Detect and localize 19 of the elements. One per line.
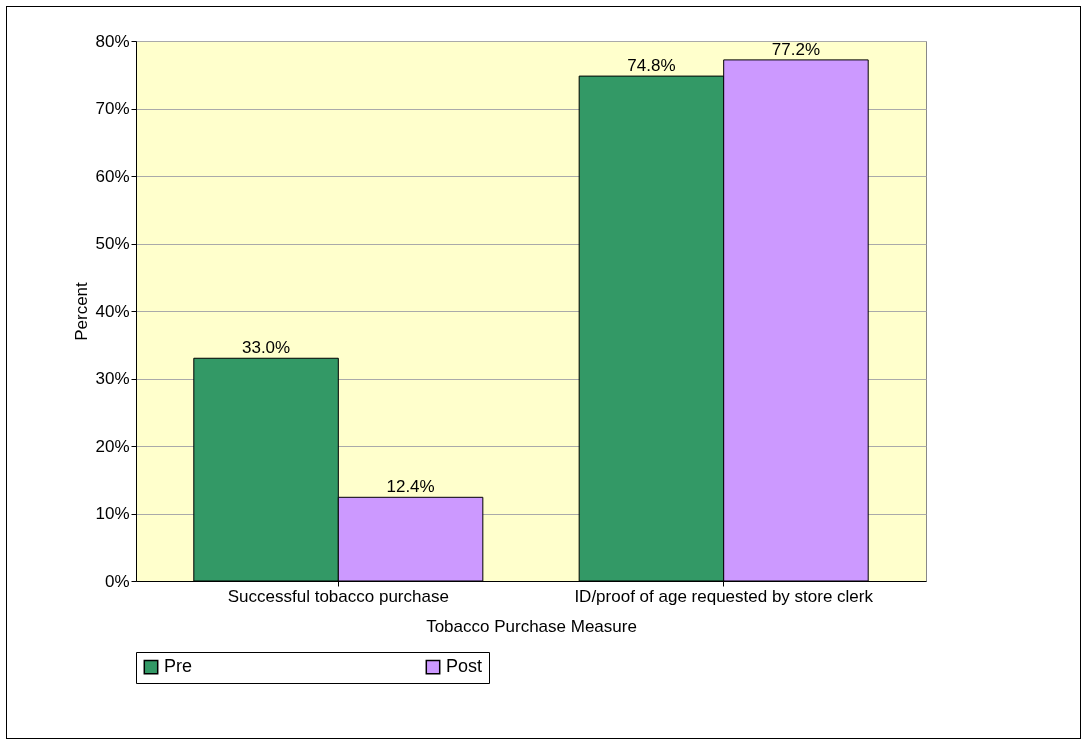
y-tick-label: 10% xyxy=(95,504,130,523)
y-tick-label: 60% xyxy=(95,166,130,186)
x-tick-label: ID/proof of age requested by store clerk xyxy=(574,586,874,606)
x-axis-title: Tobacco Purchase Measure xyxy=(426,616,637,636)
y-tick-label: 50% xyxy=(95,234,130,253)
y-axis-title: Percent xyxy=(72,281,92,341)
y-tick-label: 0% xyxy=(104,571,130,591)
y-tick-label: 20% xyxy=(95,436,130,456)
y-tick-label: 30% xyxy=(95,369,130,388)
x-tick-label: Successful tobacco purchase xyxy=(227,586,449,606)
legend-label: Pre xyxy=(164,656,193,677)
data-label: 74.8% xyxy=(627,56,676,76)
legend-label: Post xyxy=(446,656,483,677)
data-label: 77.2% xyxy=(771,39,821,59)
data-label: 33.0% xyxy=(241,338,291,358)
y-tick-label: 70% xyxy=(95,99,130,118)
data-label: 12.4% xyxy=(386,477,435,497)
y-tick-label: 80% xyxy=(95,31,130,51)
y-tick-label: 40% xyxy=(95,301,130,321)
